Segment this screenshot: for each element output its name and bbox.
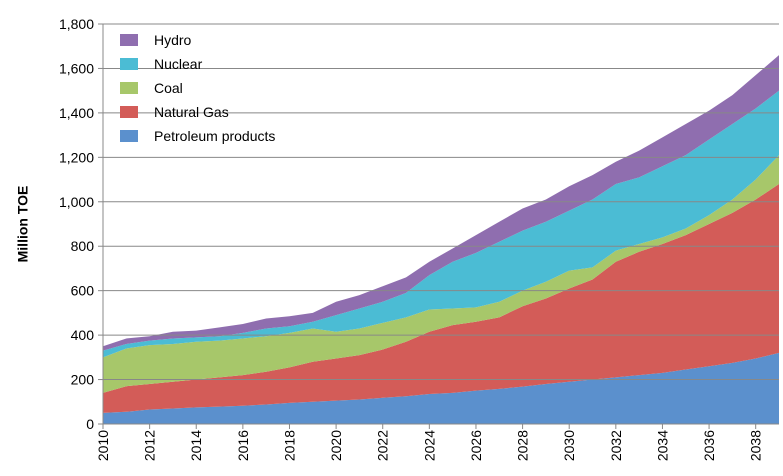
area xyxy=(103,184,779,413)
legend: Hydro Nuclear Coal Natural Gas Petroleum pro… xyxy=(120,32,275,144)
y-tick-label: 1,200 xyxy=(59,149,94,165)
legend-swatch xyxy=(120,34,138,46)
x-tick-label: 2028 xyxy=(515,430,531,461)
y-tick-label: 1,000 xyxy=(59,194,94,210)
y-tick-label: 1,600 xyxy=(59,60,94,76)
legend-swatch xyxy=(120,82,138,94)
legend-swatch xyxy=(120,130,138,142)
y-axis-label: Million TOE xyxy=(15,186,31,263)
legend-label: Coal xyxy=(154,80,183,96)
x-tick-label: 2036 xyxy=(701,430,717,461)
legend-swatch xyxy=(120,106,138,118)
x-tick-label: 2024 xyxy=(421,430,437,461)
legend-label: Hydro xyxy=(154,32,192,48)
area xyxy=(103,155,779,393)
y-tick-label: 800 xyxy=(71,238,95,254)
x-tick-label: 2026 xyxy=(468,430,484,461)
y-tick-label: 1,800 xyxy=(59,16,94,32)
y-tick-label: 600 xyxy=(71,283,95,299)
x-tick-label: 2016 xyxy=(235,430,251,461)
legend-label: Nuclear xyxy=(154,56,203,72)
x-tick-label: 2020 xyxy=(328,430,344,461)
area xyxy=(103,352,779,424)
x-tick-label: 2022 xyxy=(375,430,391,461)
x-tick-label: 2014 xyxy=(188,430,204,461)
y-tick-label: 1,400 xyxy=(59,105,94,121)
y-tick-label: 200 xyxy=(71,372,95,388)
x-tick-label: 2012 xyxy=(142,430,158,461)
x-tick-label: 2030 xyxy=(561,430,577,461)
y-tick-label: 0 xyxy=(86,416,94,432)
legend-swatch xyxy=(120,58,138,70)
area xyxy=(103,90,779,358)
x-tick-label: 2032 xyxy=(608,430,624,461)
x-tick-label: 2038 xyxy=(748,430,764,461)
legend-label: Natural Gas xyxy=(154,104,229,120)
legend-label: Petroleum products xyxy=(154,128,275,144)
x-tick-label: 2018 xyxy=(281,430,297,461)
x-tick-label: 2010 xyxy=(95,430,111,461)
x-tick-label: 2034 xyxy=(654,430,670,461)
y-tick-label: 400 xyxy=(71,327,95,343)
